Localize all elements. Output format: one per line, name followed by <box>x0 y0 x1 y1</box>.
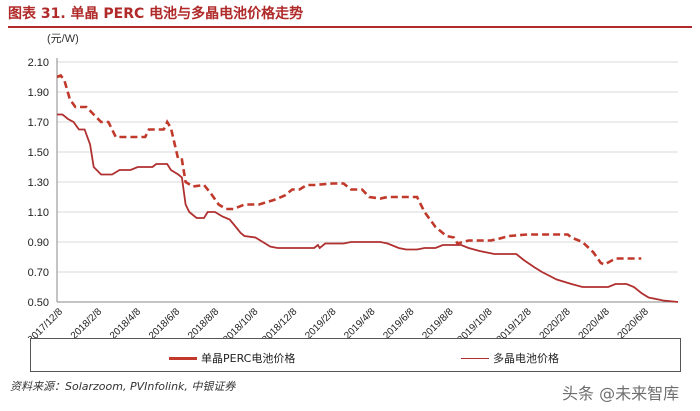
x-tick-label: 2019/10/8 <box>455 306 495 338</box>
legend-label-mono: 单晶PERC电池价格 <box>201 352 296 365</box>
x-tick-label: 2019/8/8 <box>420 306 456 338</box>
y-tick-label: 0.50 <box>28 297 49 309</box>
series-line-mono-perc <box>56 73 642 266</box>
x-tick-label: 2020/2/8 <box>538 306 574 338</box>
y-tick-label: 1.30 <box>28 177 49 189</box>
y-tick-label: 1.90 <box>28 87 49 99</box>
x-tick-label: 2019/12/8 <box>495 306 535 338</box>
source-note: 资料来源：Solarzoom, PVInfolink, 中银证券 <box>10 380 236 393</box>
legend-label-poly: 多晶电池价格 <box>493 352 559 365</box>
x-tick-label: 2019/2/8 <box>303 306 339 338</box>
x-tick-label: 2019/4/8 <box>342 306 378 338</box>
y-axis-unit: (元/W) <box>47 33 79 45</box>
legend-item-mono: 单晶PERC电池价格 <box>169 350 295 366</box>
chart-title: 图表 31. 单晶 PERC 电池与多晶电池价格走势 <box>8 6 304 22</box>
y-tick-label: 1.50 <box>28 147 49 159</box>
x-tick-label: 2018/2/8 <box>69 306 105 338</box>
y-tick-label: 0.70 <box>28 267 49 279</box>
x-tick-label: 2020/4/8 <box>577 306 613 338</box>
x-tick-label: 2019/6/8 <box>381 306 417 338</box>
x-tick-label: 2018/6/8 <box>147 306 183 338</box>
x-tick-label: 2018/10/8 <box>221 306 261 338</box>
series-line-poly <box>57 113 679 303</box>
y-tick-label: 2.10 <box>28 57 49 69</box>
watermark: 头条 @未来智库 <box>562 384 680 403</box>
title-divider <box>8 26 692 28</box>
legend: 单晶PERC电池价格 多晶电池价格 <box>30 338 681 372</box>
x-tick-label: 2020/6/8 <box>616 306 652 338</box>
x-tick-label: 2018/12/8 <box>260 306 300 338</box>
y-tick-label: 1.70 <box>28 117 49 129</box>
y-tick-label: 0.90 <box>28 237 49 249</box>
legend-swatch-mono <box>169 356 197 360</box>
legend-swatch-poly <box>461 357 489 359</box>
x-tick-label: 2018/8/8 <box>186 306 222 338</box>
price-chart: 0.50 0.70 0.90 1.10 1.30 1.50 1.70 1.90 2.10 201… <box>26 57 679 338</box>
x-tick-label: 2017/12/8 <box>26 306 66 338</box>
y-tick-label: 1.10 <box>28 207 49 219</box>
legend-item-poly: 多晶电池价格 <box>461 350 559 366</box>
x-tick-label: 2018/4/8 <box>108 306 144 338</box>
